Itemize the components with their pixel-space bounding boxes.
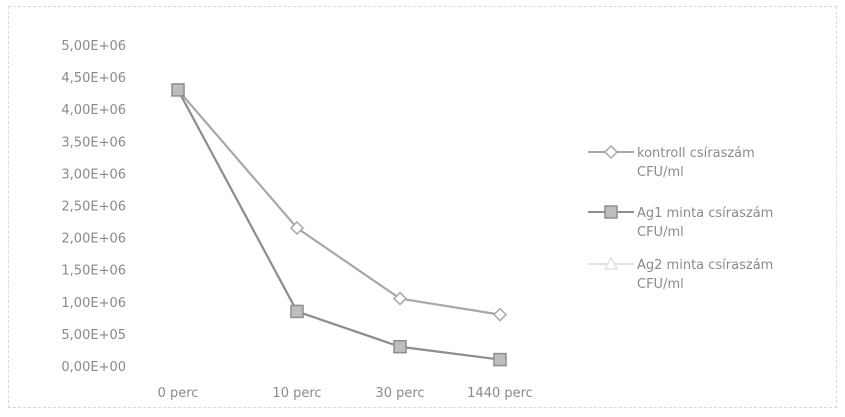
legend-marker xyxy=(603,144,619,160)
series-line-3 xyxy=(177,89,501,361)
y-tick-label: 3,50E+06 xyxy=(61,135,126,150)
y-tick-label: 0,00E+00 xyxy=(61,360,126,375)
legend-label: CFU/ml xyxy=(637,165,684,180)
data-point-marker xyxy=(492,307,508,322)
legend: kontroll csíraszám CFU/ml Ag1 minta csíras… xyxy=(588,144,773,292)
y-tick-label: 2,00E+06 xyxy=(61,232,126,247)
data-point-marker xyxy=(493,352,507,367)
chart-frame xyxy=(8,6,837,408)
series-lines xyxy=(170,82,508,367)
legend-label: CFU/ml xyxy=(637,277,684,292)
data-point-marker xyxy=(393,339,407,354)
y-tick-label: 4,00E+06 xyxy=(61,103,126,118)
legend-label: Ag1 minta csíraszám xyxy=(637,206,773,221)
data-point-marker xyxy=(392,291,408,306)
data-point-marker xyxy=(171,83,185,97)
series-line-1 xyxy=(177,89,501,316)
data-point-marker xyxy=(290,304,304,319)
legend-marker xyxy=(604,205,618,219)
legend-label: Ag2 minta csíraszám xyxy=(637,258,773,273)
legend-label: CFU/ml xyxy=(637,225,684,240)
legend-marker xyxy=(603,256,619,270)
x-tick-label: 0 perc xyxy=(158,386,199,401)
x-tick-label: 10 perc xyxy=(272,386,321,401)
y-tick-label: 5,00E+06 xyxy=(61,39,126,54)
y-tick-label: 1,50E+06 xyxy=(61,264,126,279)
x-axis: 0 perc 10 perc 30 perc 1440 perc xyxy=(158,386,533,401)
y-tick-label: 5,00E+05 xyxy=(61,328,126,343)
y-tick-label: 2,50E+06 xyxy=(61,200,126,215)
x-tick-label: 30 perc xyxy=(375,386,424,401)
x-tick-label: 1440 perc xyxy=(467,386,533,401)
series-line-2 xyxy=(177,89,501,361)
y-axis: 0,00E+00 5,00E+05 1,00E+06 1,50E+06 2,00E+06… xyxy=(61,39,126,375)
y-tick-label: 3,00E+06 xyxy=(61,167,126,182)
data-point-marker xyxy=(289,220,305,236)
y-tick-label: 4,50E+06 xyxy=(61,71,126,86)
y-tick-label: 1,00E+06 xyxy=(61,296,126,311)
legend-label: kontroll csíraszám xyxy=(637,146,755,161)
